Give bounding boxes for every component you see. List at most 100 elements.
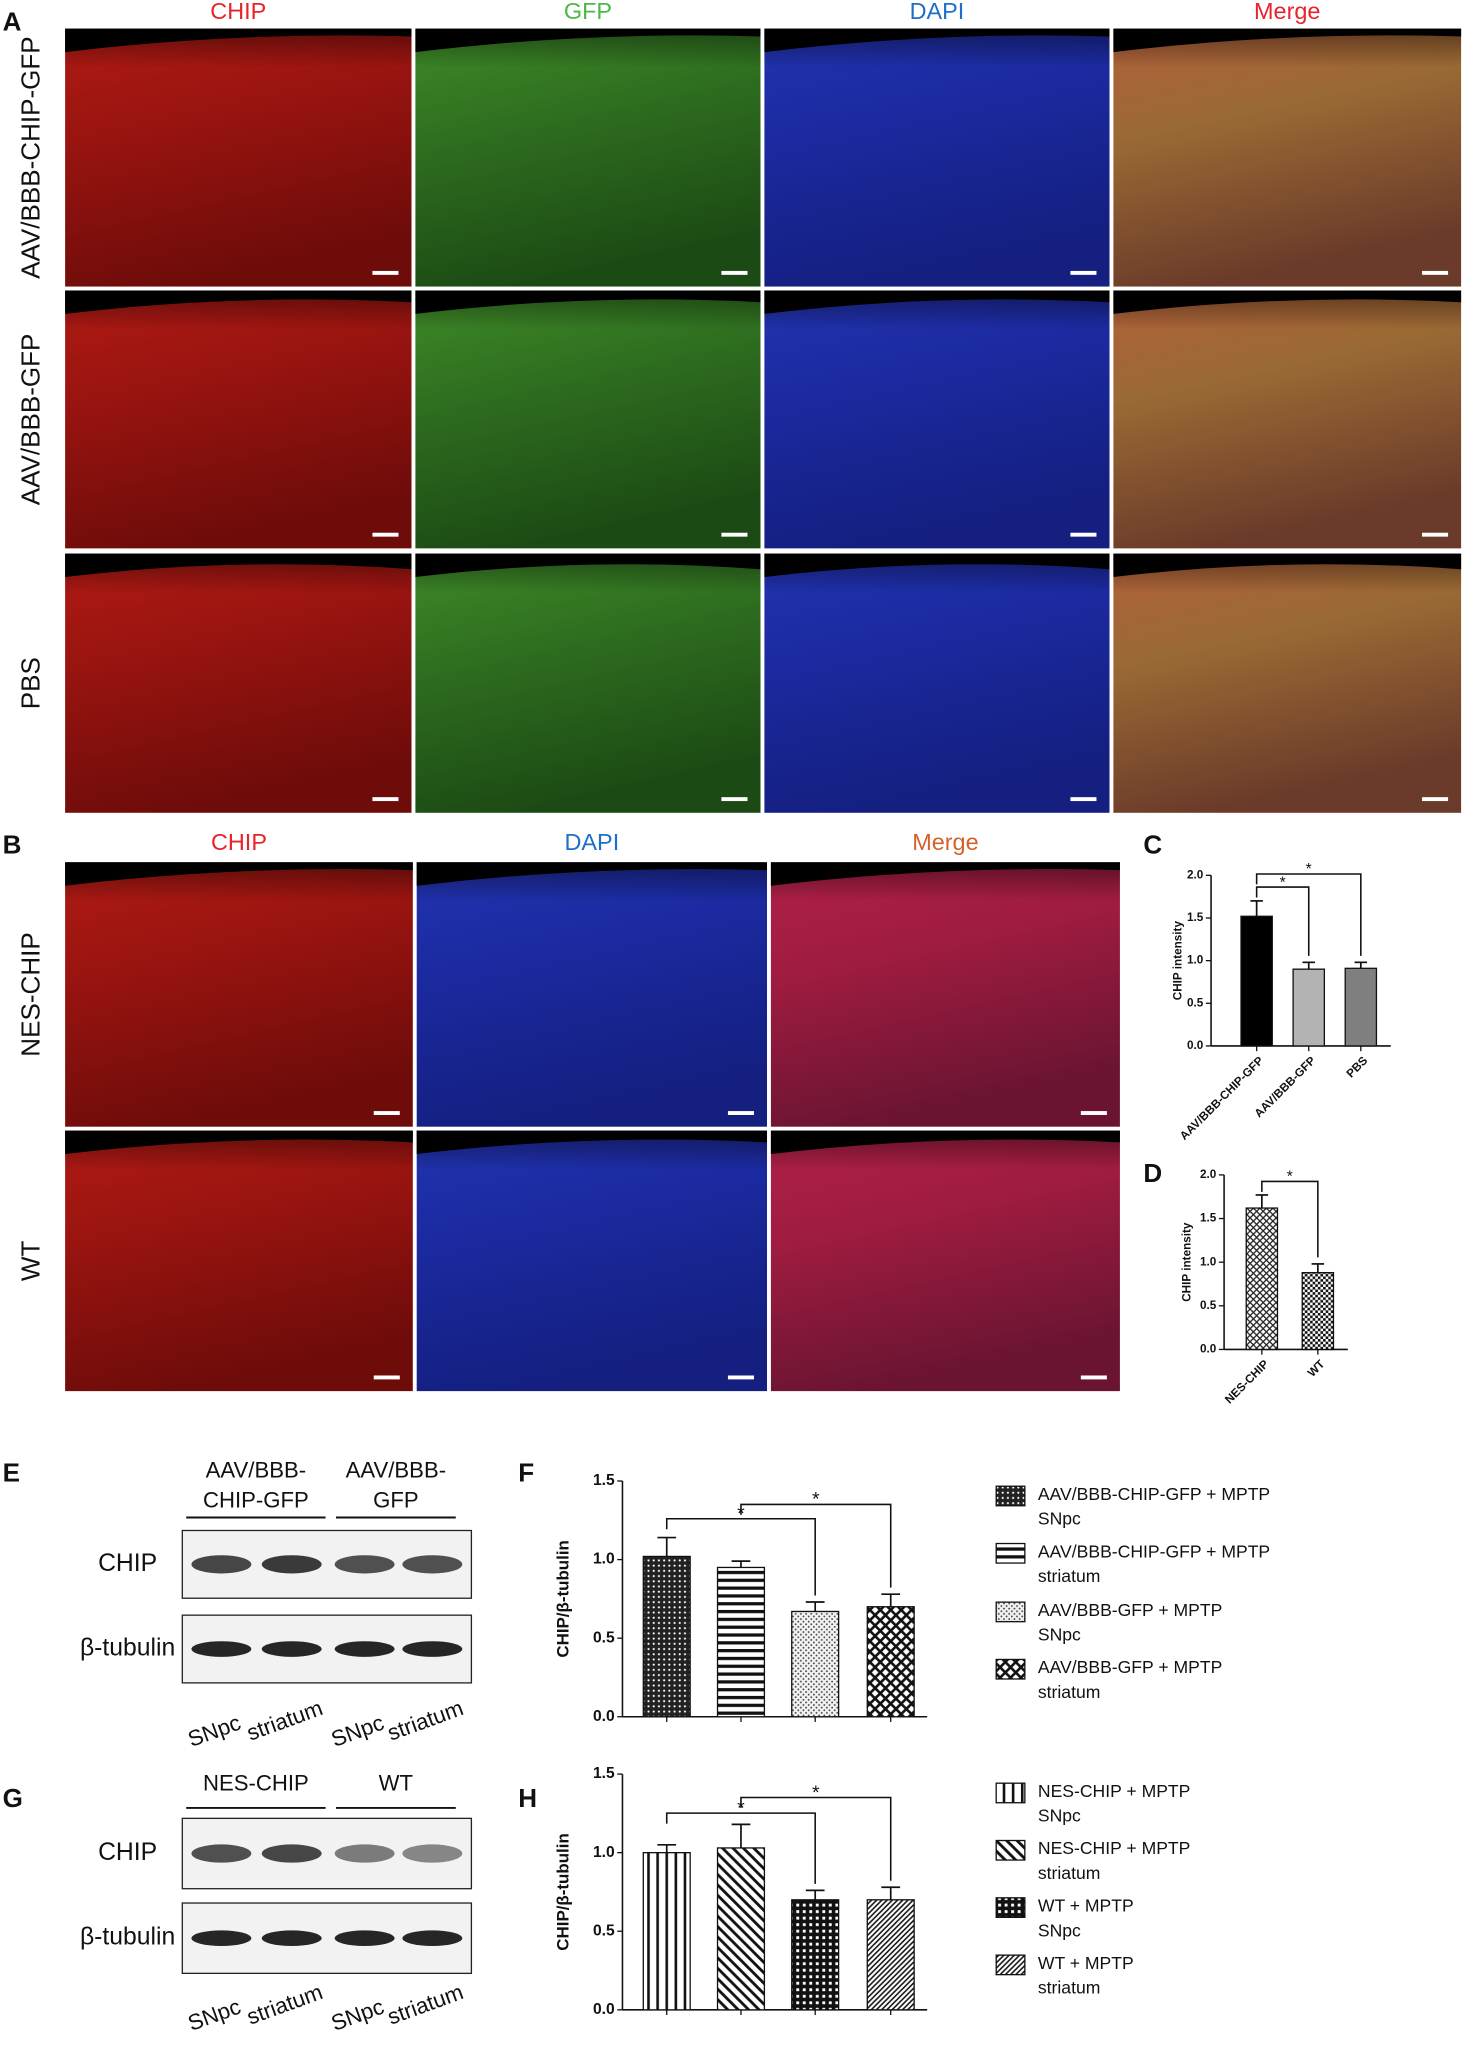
y-tick-label: 0.0	[593, 2001, 615, 2018]
legend-label: SNpc	[1038, 1806, 1081, 1826]
bar	[642, 1852, 691, 2011]
blot-band	[261, 1930, 322, 1947]
blot-band	[334, 1930, 395, 1947]
tissue-shade	[415, 28, 761, 68]
legend-label: NES-CHIP + MPTP	[1038, 1781, 1191, 1801]
blot-band	[191, 1844, 252, 1863]
lane-label: SNpc	[328, 1710, 387, 1752]
significance-bracket	[665, 1517, 816, 1596]
legend-label: WT + MPTP	[1038, 1896, 1134, 1916]
micrograph	[65, 28, 412, 287]
column-header: CHIP	[211, 829, 267, 855]
blot-label: β-tubulin	[80, 1924, 175, 1951]
tissue-shade	[415, 290, 761, 330]
scale-bar	[721, 797, 748, 802]
legend-swatch	[995, 1542, 1026, 1564]
y-tick-label: 0.0	[593, 1708, 615, 1725]
row-label: NES-CHIP	[15, 932, 45, 1056]
lane-label: SNpc	[328, 1994, 387, 2036]
micrograph	[65, 1130, 413, 1392]
tissue-shade	[1113, 553, 1462, 593]
significance-bracket	[1255, 886, 1310, 956]
bar	[716, 1847, 766, 2011]
panel-label: F	[518, 1457, 534, 1487]
group-label: NES-CHIP	[203, 1770, 309, 1795]
y-tick-label: 1.0	[593, 1844, 615, 1861]
blot-band	[261, 1844, 322, 1863]
bar	[1344, 967, 1378, 1047]
bar	[866, 1606, 915, 1718]
micrograph	[65, 290, 412, 549]
legend-label: striatum	[1038, 1682, 1101, 1702]
significance-star: *	[812, 1782, 820, 1804]
y-tick-label: 1.5	[593, 1765, 615, 1782]
scale-bar	[1080, 1375, 1107, 1380]
blot-band	[191, 1641, 252, 1657]
micrograph	[770, 862, 1120, 1127]
y-axis-label: CHIP intensity	[1172, 921, 1185, 1001]
y-tick-label: 1.0	[1200, 1255, 1217, 1268]
column-header: CHIP	[210, 0, 266, 24]
legend-label: SNpc	[1038, 1625, 1081, 1645]
micrograph	[415, 290, 761, 549]
micrograph	[65, 553, 412, 813]
row-label: AAV/BBB-CHIP-GFP	[15, 36, 45, 279]
legend-label: striatum	[1038, 1863, 1101, 1883]
bar	[1245, 1207, 1279, 1351]
tissue-shade	[65, 553, 412, 593]
row-label: AAV/BBB-GFP	[15, 334, 45, 506]
scale-bar	[373, 1111, 400, 1115]
significance-bracket	[740, 1503, 892, 1588]
blot-band	[402, 1844, 463, 1863]
tissue-shade	[65, 28, 412, 68]
legend-label: SNpc	[1038, 1920, 1081, 1940]
x-tick-label: NES-CHIP	[1223, 1357, 1272, 1406]
group-label: AAV/BBB-	[346, 1458, 446, 1483]
y-tick-label: 0.5	[593, 1922, 615, 1939]
tissue-shade	[65, 862, 413, 902]
significance-bracket	[1261, 1180, 1319, 1258]
tissue-shade	[770, 1130, 1120, 1170]
lane-label: striatum	[243, 1979, 325, 2029]
y-tick-label: 2.0	[1200, 1168, 1217, 1181]
scale-bar	[1422, 270, 1449, 275]
blot-label: β-tubulin	[80, 1635, 175, 1662]
lane-label: striatum	[384, 1979, 466, 2029]
blot-band	[402, 1930, 463, 1947]
y-tick-label: 1.5	[1200, 1212, 1217, 1225]
x-tick-label: AAV/BBB-CHIP-GFP	[1177, 1054, 1266, 1143]
legend-swatch	[995, 1485, 1026, 1507]
significance-star: *	[737, 1797, 745, 1819]
tissue-shade	[764, 28, 1110, 68]
scale-bar	[373, 1375, 400, 1380]
scale-bar	[1070, 797, 1097, 802]
legend-label: AAV/BBB-CHIP-GFP + MPTP	[1038, 1484, 1270, 1504]
panel-label: G	[3, 1783, 23, 1813]
panel-label: B	[3, 830, 22, 860]
legend-label: AAV/BBB-GFP + MPTP	[1038, 1600, 1222, 1620]
column-header: DAPI	[565, 829, 620, 855]
row-label: PBS	[15, 657, 45, 709]
micrograph	[416, 862, 768, 1127]
significance-star: *	[1280, 874, 1286, 891]
legend-swatch	[995, 1658, 1026, 1680]
blot-label: CHIP	[98, 1550, 157, 1577]
y-axis-label: CHIP/β-tubulin	[553, 1540, 572, 1657]
legend-label: AAV/BBB-GFP + MPTP	[1038, 1657, 1222, 1677]
y-tick-label: 0.5	[1187, 996, 1204, 1009]
scale-bar	[1422, 532, 1449, 537]
blot-band	[191, 1930, 252, 1947]
tissue-shade	[764, 553, 1110, 593]
significance-bracket	[740, 1796, 892, 1881]
legend-swatch	[995, 1897, 1026, 1919]
y-tick-label: 0.0	[1200, 1343, 1217, 1356]
blot-band	[191, 1555, 252, 1574]
column-header: DAPI	[910, 0, 965, 24]
micrograph	[415, 28, 761, 287]
scale-bar	[1422, 797, 1449, 802]
micrograph	[1113, 553, 1462, 813]
group-label: GFP	[373, 1488, 418, 1513]
y-tick-label: 0.0	[1187, 1039, 1204, 1052]
column-header: Merge	[912, 829, 978, 855]
micrograph	[1113, 28, 1462, 287]
